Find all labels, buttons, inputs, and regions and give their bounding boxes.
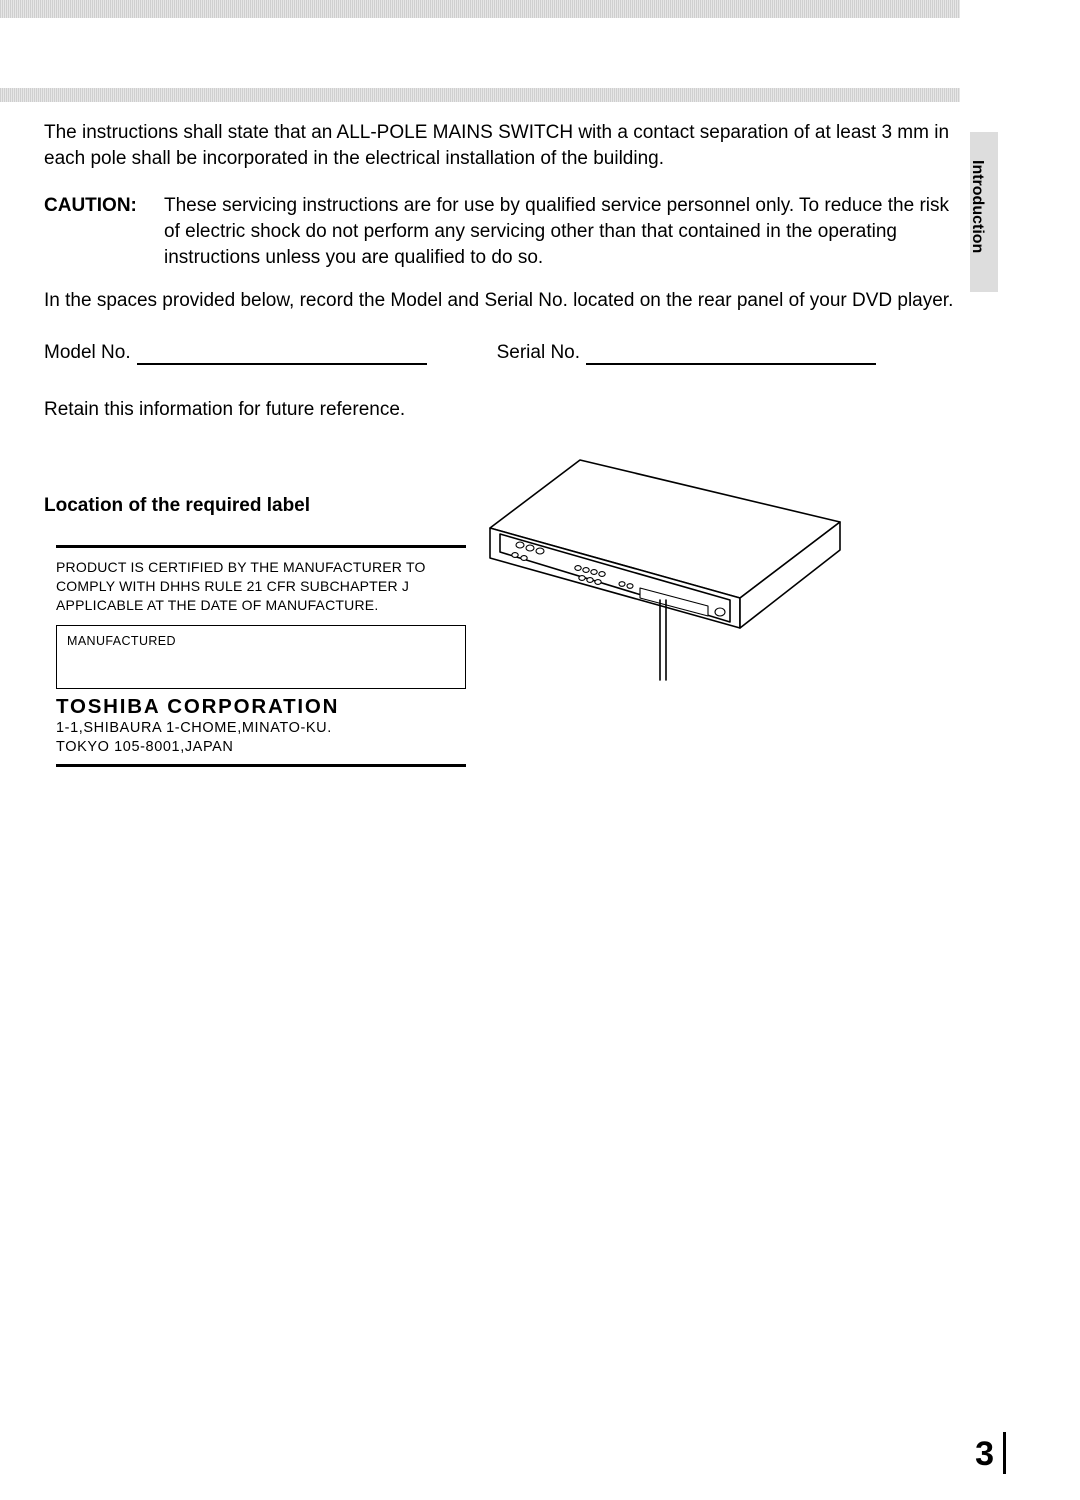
page-number: 3 [975, 1435, 994, 1474]
certification-text: PRODUCT IS CERTIFIED BY THE MANUFACTURER… [56, 558, 466, 615]
scan-artifact-band-2 [0, 88, 960, 102]
paragraph-mains-switch: The instructions shall state that an ALL… [44, 120, 954, 171]
required-label-block: PRODUCT IS CERTIFIED BY THE MANUFACTURER… [56, 545, 466, 767]
serial-no-label: Serial No. [497, 340, 580, 366]
dvd-player-diagram [470, 450, 890, 710]
serial-no-blank-line [586, 344, 876, 365]
serial-no-field: Serial No. [497, 340, 876, 366]
record-fields-row: Model No. Serial No. [44, 340, 954, 366]
corporation-name: TOSHIBA CORPORATION [56, 695, 466, 719]
model-no-label: Model No. [44, 340, 131, 366]
scan-artifact-band-1 [0, 0, 960, 18]
caution-label: CAUTION: [44, 193, 164, 270]
label-top-rule [56, 545, 466, 548]
model-no-field: Model No. [44, 340, 427, 366]
side-tab-label: Introduction [968, 160, 986, 253]
caution-block: CAUTION: These servicing instructions ar… [44, 193, 954, 270]
retain-text: Retain this information for future refer… [44, 397, 954, 423]
page: Introduction The instructions shall stat… [0, 0, 1080, 1500]
manufactured-label: MANUFACTURED [67, 634, 176, 648]
manufactured-box: MANUFACTURED [56, 625, 466, 689]
page-number-divider [1003, 1432, 1006, 1474]
address-line-2: TOKYO 105-8001,JAPAN [56, 738, 466, 758]
address-line-1: 1-1,SHIBAURA 1-CHOME,MINATO-KU. [56, 719, 466, 739]
caution-text: These servicing instructions are for use… [164, 193, 954, 270]
label-bottom-rule [56, 764, 466, 767]
model-no-blank-line [137, 344, 427, 365]
record-instruction: In the spaces provided below, record the… [44, 288, 954, 314]
